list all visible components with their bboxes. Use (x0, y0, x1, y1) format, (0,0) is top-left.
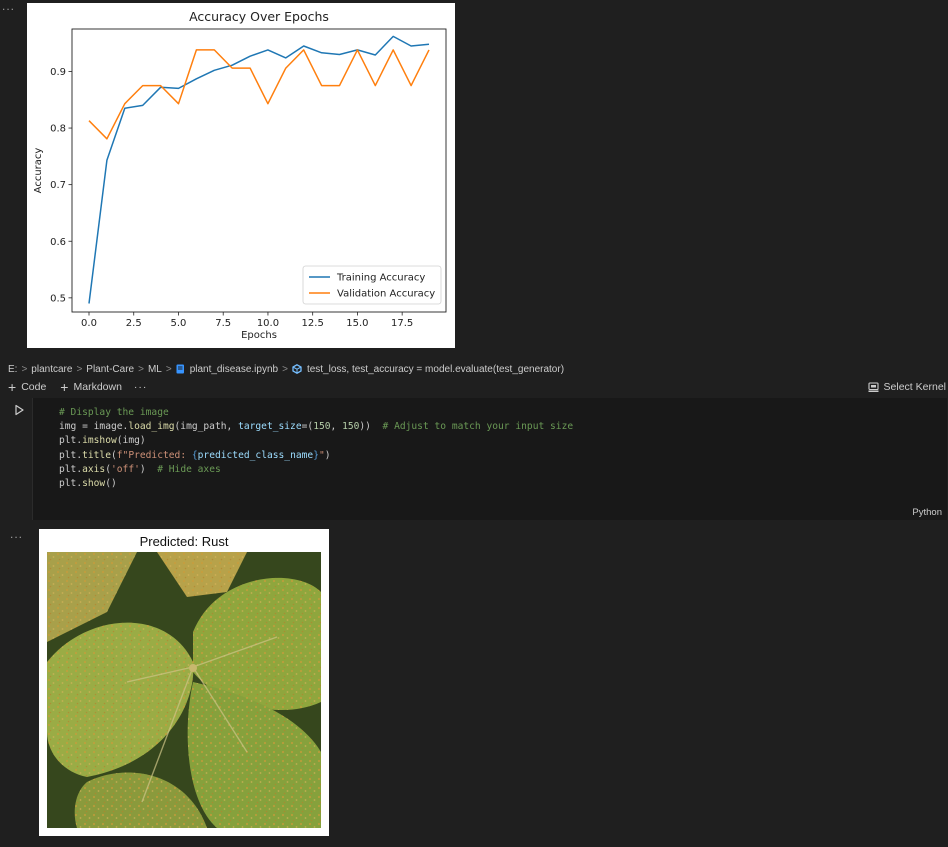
code-token: (img_path, (174, 421, 239, 433)
code-token: plt. (59, 449, 83, 461)
code-token: f"Predicted: (116, 449, 192, 461)
code-comment: # Display the image (59, 407, 169, 418)
code-token: load_img (128, 421, 175, 433)
code-token: (img) (116, 435, 146, 447)
code-token: plt. (59, 463, 83, 475)
add-code-cell-button[interactable]: + Code (8, 379, 47, 395)
y-tick-label: 0.8 (50, 124, 66, 135)
code-comment: # Adjust to match your input size (382, 421, 574, 433)
x-tick-label: 12.5 (302, 318, 324, 329)
code-token: title (82, 449, 111, 461)
code-token: target_size (238, 421, 302, 433)
plus-icon: + (8, 379, 17, 395)
notebook-file-icon (176, 364, 184, 374)
accuracy-chart: Accuracy Over Epochs 0.0 2.5 5.0 7.5 10.0 12.5… (27, 3, 455, 348)
x-axis-label: Epochs (241, 330, 277, 341)
breadcrumb: E: > plantcare > Plant-Care > ML > plant… (0, 360, 948, 378)
breadcrumb-separator: > (165, 363, 172, 375)
y-axis-label: Accuracy (33, 148, 44, 194)
play-icon[interactable] (13, 404, 25, 416)
code-cell[interactable]: # Display the image img = image.load_img… (32, 398, 947, 520)
prediction-output: Predicted: Rust (39, 529, 329, 836)
symbol-method-icon (292, 364, 302, 374)
accuracy-chart-svg: Accuracy Over Epochs 0.0 2.5 5.0 7.5 10.0 12.5… (33, 9, 447, 341)
y-tick-label: 0.7 (50, 180, 66, 191)
breadcrumb-plant-care[interactable]: Plant-Care (86, 363, 135, 375)
notebook-toolbar: + Code + Markdown ··· Select Kernel (0, 378, 948, 396)
code-token: show (82, 478, 106, 490)
prediction-title: Predicted: Rust (139, 534, 229, 549)
x-tick-label: 2.5 (126, 318, 142, 329)
code-token: 'off' (111, 463, 140, 475)
code-token: 150 (313, 421, 331, 433)
training-accuracy-line (88, 35, 430, 304)
code-token: ( (111, 449, 117, 461)
breadcrumb-drive[interactable]: E: (8, 363, 18, 375)
plot-frame (71, 28, 447, 313)
cell-language-label[interactable]: Python (912, 507, 942, 518)
code-token: ( (105, 463, 111, 475)
breadcrumb-symbol[interactable]: test_loss, test_accuracy = model.evaluat… (306, 363, 565, 375)
leaf-image (47, 552, 321, 828)
code-token: plt. (59, 478, 83, 490)
select-kernel-label: Select Kernel (883, 381, 946, 393)
legend-label: Training Accuracy (336, 273, 425, 284)
output-marker[interactable]: ... (2, 0, 16, 13)
code-token: , (330, 421, 343, 433)
code-token: ) (139, 463, 158, 475)
x-tick-label: 10.0 (257, 318, 279, 329)
chart-title: Accuracy Over Epochs (189, 9, 329, 24)
code-token: { (191, 449, 198, 461)
add-code-label: Code (21, 381, 47, 393)
breadcrumb-notebook[interactable]: plant_disease.ipynb (189, 363, 279, 375)
x-tick-label: 7.5 (215, 318, 231, 329)
select-kernel-button[interactable]: Select Kernel (867, 378, 946, 396)
breadcrumb-separator: > (21, 363, 28, 375)
x-tick-label: 17.5 (391, 318, 413, 329)
code-token: imshow (82, 435, 117, 447)
output-marker[interactable]: ... (10, 527, 24, 541)
validation-accuracy-line (88, 49, 430, 140)
code-token: )) (359, 421, 383, 433)
x-tick-label: 0.0 (81, 318, 97, 329)
breadcrumb-separator: > (282, 363, 288, 375)
add-markdown-label: Markdown (73, 381, 122, 393)
code-token: ) (324, 449, 331, 461)
code-token: () (105, 478, 117, 490)
code-token: " (318, 449, 325, 461)
breadcrumb-separator: > (138, 363, 144, 375)
code-editor[interactable]: # Display the image img = image.load_img… (59, 406, 573, 491)
code-token: =( (301, 421, 314, 433)
plus-icon: + (60, 379, 69, 395)
x-tick-label: 5.0 (171, 318, 187, 329)
legend-label: Validation Accuracy (337, 289, 435, 300)
breadcrumb-ml[interactable]: ML (147, 363, 162, 375)
breadcrumb-separator: > (76, 363, 83, 375)
code-token: axis (82, 463, 106, 475)
y-tick-label: 0.5 (50, 293, 66, 304)
add-markdown-cell-button[interactable]: + Markdown (60, 379, 122, 395)
legend-box (302, 265, 442, 305)
code-token: plt. (59, 435, 83, 447)
breadcrumb-plantcare[interactable]: plantcare (31, 363, 73, 375)
code-token: predicted_class_name (197, 449, 314, 461)
x-tick-label: 15.0 (346, 318, 368, 329)
kernel-icon (867, 381, 879, 392)
y-tick-label: 0.9 (50, 67, 66, 78)
code-token: 150 (342, 421, 360, 433)
y-tick-label: 0.6 (50, 237, 66, 248)
code-token: img = image. (59, 421, 129, 433)
more-actions-button[interactable]: ··· (133, 381, 148, 393)
code-comment: # Hide axes (157, 463, 221, 475)
code-token: } (313, 449, 319, 461)
